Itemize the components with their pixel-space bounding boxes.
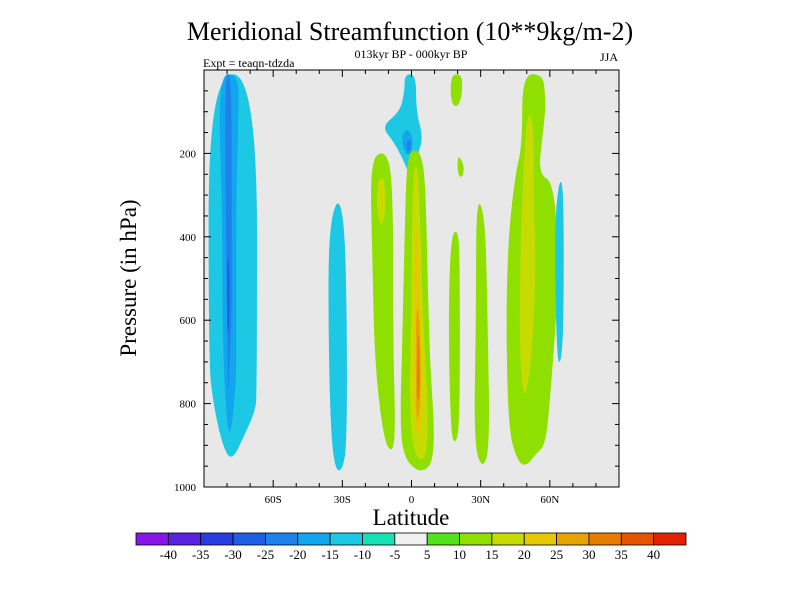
colorbar-swatch <box>329 532 363 546</box>
colorbar-label: 15 <box>485 547 498 562</box>
colorbar-swatch <box>653 532 687 546</box>
x-axis-label: Latitude <box>373 505 450 530</box>
colorbar-swatch <box>426 532 460 546</box>
colorbar-label: 40 <box>647 547 660 562</box>
colorbar-label: -30 <box>224 547 241 562</box>
contour-regions <box>208 74 564 471</box>
contour-region-tropical-upper-max <box>406 140 411 152</box>
colorbar-swatch <box>394 532 428 546</box>
contour-region-equatorial-cell-max <box>417 335 420 401</box>
x-tick-label: 0 <box>409 494 415 506</box>
colorbar-swatch <box>491 532 525 546</box>
colorbar-label: 30 <box>582 547 595 562</box>
colorbar-swatch <box>167 532 202 546</box>
y-axis: 200 400 600 800 1000 <box>174 90 619 494</box>
chart-title: Meridional Streamfunction (10**9kg/m-2) <box>187 17 633 46</box>
colorbar-label: 10 <box>453 547 466 562</box>
y-tick-label: 600 <box>180 315 197 327</box>
plot-area <box>203 69 620 488</box>
colorbar-label: -5 <box>389 547 400 562</box>
x-tick-label: 30S <box>334 494 351 506</box>
y-tick-label: 400 <box>180 232 197 244</box>
colorbar: -40 -35 -30 -25 -20 -15 -10 -5 5 10 15 20 25 30 35 40 <box>135 532 687 562</box>
x-tick-label: 60N <box>540 494 559 506</box>
contour-region-band-35n <box>474 204 490 465</box>
colorbar-swatch <box>232 532 266 546</box>
contour-region-spot-25n <box>457 157 464 177</box>
y-tick-label: 1000 <box>174 482 197 494</box>
colorbar-label: -15 <box>321 547 338 562</box>
y-tick-label: 800 <box>180 399 197 411</box>
contour-region-northern-cell-core <box>519 115 536 394</box>
contour-region-arctic-negative <box>555 181 564 362</box>
season-label: JJA <box>600 50 618 64</box>
experiment-label: Expt = teaqn-tdzda <box>203 56 295 70</box>
colorbar-label: 5 <box>424 547 431 562</box>
colorbar-label: 35 <box>615 547 628 562</box>
colorbar-swatch <box>362 532 396 546</box>
colorbar-label: -40 <box>160 547 177 562</box>
contour-region-tropical-top-positive <box>450 74 463 106</box>
contour-region-tropical-upper-negative <box>385 74 422 173</box>
colorbar-label: 20 <box>518 547 531 562</box>
contour-region-southern-tropical-core <box>376 177 386 224</box>
contour-region-southern-cell-core <box>225 74 232 390</box>
colorbar-swatch <box>588 532 622 546</box>
contour-region-band-20n <box>448 231 460 442</box>
colorbar-swatch <box>620 532 655 546</box>
colorbar-swatch <box>135 532 169 546</box>
y-tick-label: 200 <box>180 148 197 160</box>
colorbar-swatch <box>265 532 299 546</box>
y-axis-label: Pressure (in hPa) <box>116 199 141 356</box>
x-axis: 60S 30S 0 30N 60N <box>226 70 597 506</box>
colorbar-swatch <box>297 532 331 546</box>
colorbar-label: -35 <box>192 547 209 562</box>
colorbar-label: -25 <box>257 547 274 562</box>
x-tick-label: 30N <box>471 494 490 506</box>
chart-subtitle: 013kyr BP - 000kyr BP <box>355 47 468 61</box>
colorbar-label: 25 <box>550 547 563 562</box>
colorbar-swatch <box>200 532 234 546</box>
contour-region-band-30s-negative <box>328 203 347 471</box>
colorbar-label: -10 <box>354 547 371 562</box>
colorbar-swatch <box>556 532 590 546</box>
colorbar-swatch <box>523 532 557 546</box>
x-tick-label: 60S <box>265 494 282 506</box>
colorbar-swatch <box>459 532 493 546</box>
colorbar-label: -20 <box>289 547 306 562</box>
contour-region-southern-tropical-cell <box>371 153 395 450</box>
contour-region-southern-cell-max <box>227 257 230 333</box>
